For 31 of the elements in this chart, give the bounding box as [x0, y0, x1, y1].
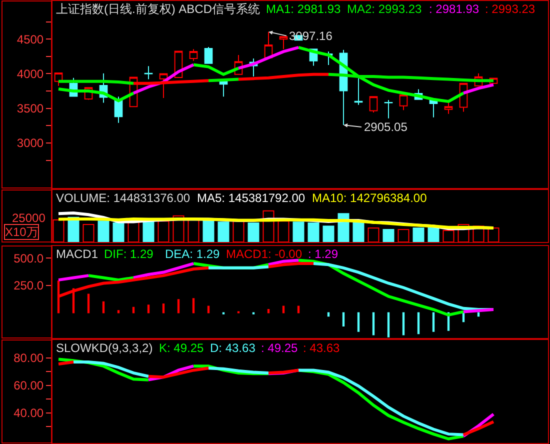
y-tick-label: 3000: [16, 136, 44, 150]
y-tick-label: 60.00: [14, 378, 44, 393]
y-axis-title: X10万: [5, 225, 38, 239]
text: MA1: 2981.93: [266, 2, 342, 16]
text: MACD1: -0.00: [226, 247, 302, 261]
text: MA2: 2993.23: [347, 2, 422, 16]
series-label: DEA: 1.29: [165, 247, 220, 261]
y-tick-label: 500.0: [14, 251, 44, 266]
chart-title: MACD1: [56, 247, 98, 261]
y-tick-label: 250.0: [14, 278, 44, 293]
series-label: : 1.29: [308, 247, 338, 261]
series-label: : 49.25: [261, 341, 298, 355]
annotation: 2905.05: [364, 120, 408, 134]
y-tick-label: 40.00: [14, 406, 44, 420]
series-label: MA5: 145381792.00: [197, 191, 306, 205]
chart-title: 上证指数(日线.前复权) ABCD信号系统: [56, 2, 260, 16]
y-tick-label: 4500: [16, 32, 44, 46]
series-label: : 43.63: [303, 341, 340, 355]
series-label: DIF: 1.29: [104, 247, 154, 261]
series-label: D: 43.63: [210, 341, 256, 355]
chart-title: SLOWKD(9,3,3,2): [56, 341, 153, 355]
annotation: 3097.16: [289, 29, 333, 43]
y-tick-label: 4000: [16, 66, 44, 81]
text: : 2993.23: [485, 2, 536, 16]
series-label: K: 49.25: [159, 341, 204, 355]
series-label: MA10: 142796384.00: [312, 191, 428, 205]
chart-title: VOLUME: 144831376.00: [56, 191, 190, 205]
y-tick-label: 3500: [16, 102, 44, 116]
y-tick-label: 80.00: [14, 351, 44, 366]
text: 25000: [12, 211, 46, 225]
text: : 2981.93: [429, 2, 480, 16]
